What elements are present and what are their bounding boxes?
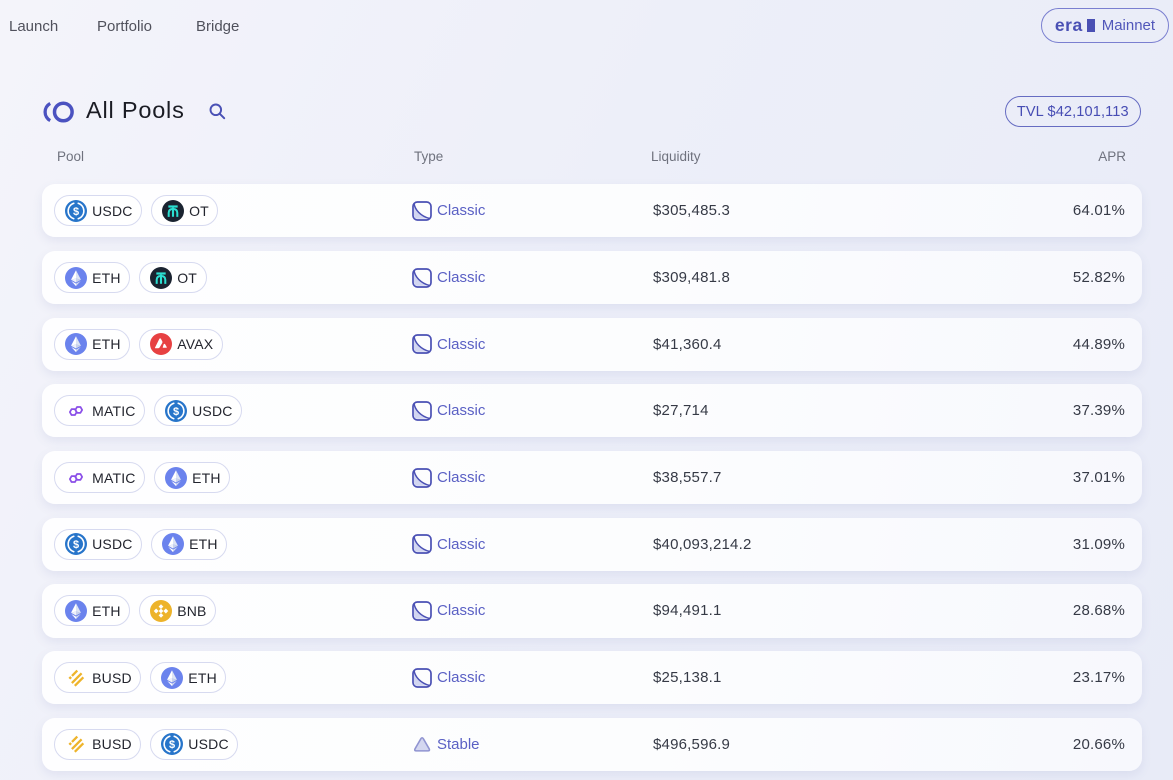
svg-text:$: $	[73, 206, 79, 218]
svg-text:$: $	[169, 739, 175, 751]
svg-text:$: $	[173, 406, 179, 418]
svg-text:$: $	[73, 539, 79, 551]
